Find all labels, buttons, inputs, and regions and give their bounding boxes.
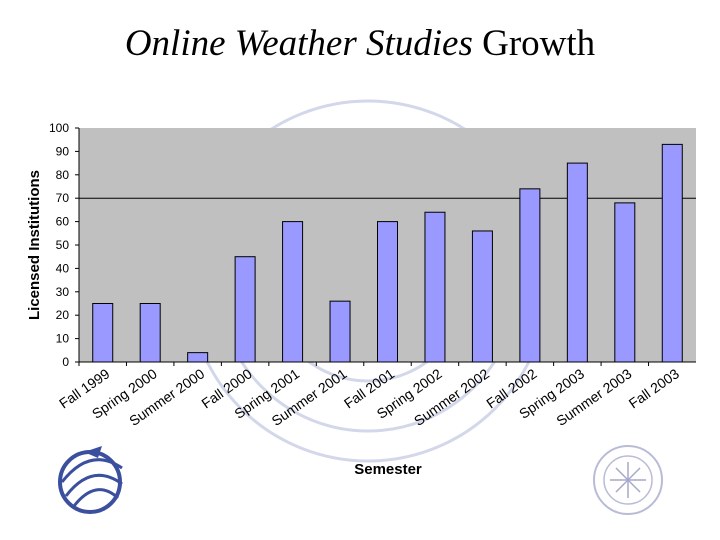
bar (614, 202, 636, 363)
bar (234, 256, 256, 363)
title-plain-part: Growth (482, 23, 596, 64)
title-italic-part: Online Weather Studies (124, 23, 473, 64)
y-tick-label: 10 (56, 332, 70, 346)
y-tick-label: 70 (56, 191, 70, 205)
science-foundation-logo-icon (593, 445, 663, 515)
y-tick-label: 0 (62, 355, 69, 369)
y-tick-label: 80 (56, 168, 70, 182)
globe-logo-icon (58, 446, 123, 514)
bar (187, 352, 209, 363)
y-tick-label: 90 (56, 144, 70, 158)
bar (282, 221, 304, 363)
bar (519, 188, 541, 363)
bar (139, 303, 161, 363)
bar (471, 230, 493, 363)
bar (92, 303, 114, 363)
y-tick-label: 50 (56, 238, 70, 252)
bar (329, 300, 351, 363)
bar (377, 221, 398, 363)
y-tick-label: 20 (56, 308, 70, 322)
y-tick-label: 30 (56, 285, 70, 299)
x-tick-label: Fall 2003 (626, 365, 683, 411)
y-tick-label: 40 (56, 261, 70, 275)
y-tick-label: 100 (49, 121, 69, 135)
bar (566, 162, 588, 363)
x-axis-title: Semester (354, 461, 422, 478)
bar (661, 143, 683, 363)
y-axis-title: Licensed Institutions (26, 170, 43, 320)
page-title: Online Weather Studies Growth (0, 22, 720, 65)
y-tick-label: 60 (56, 215, 70, 229)
bar (424, 211, 446, 363)
